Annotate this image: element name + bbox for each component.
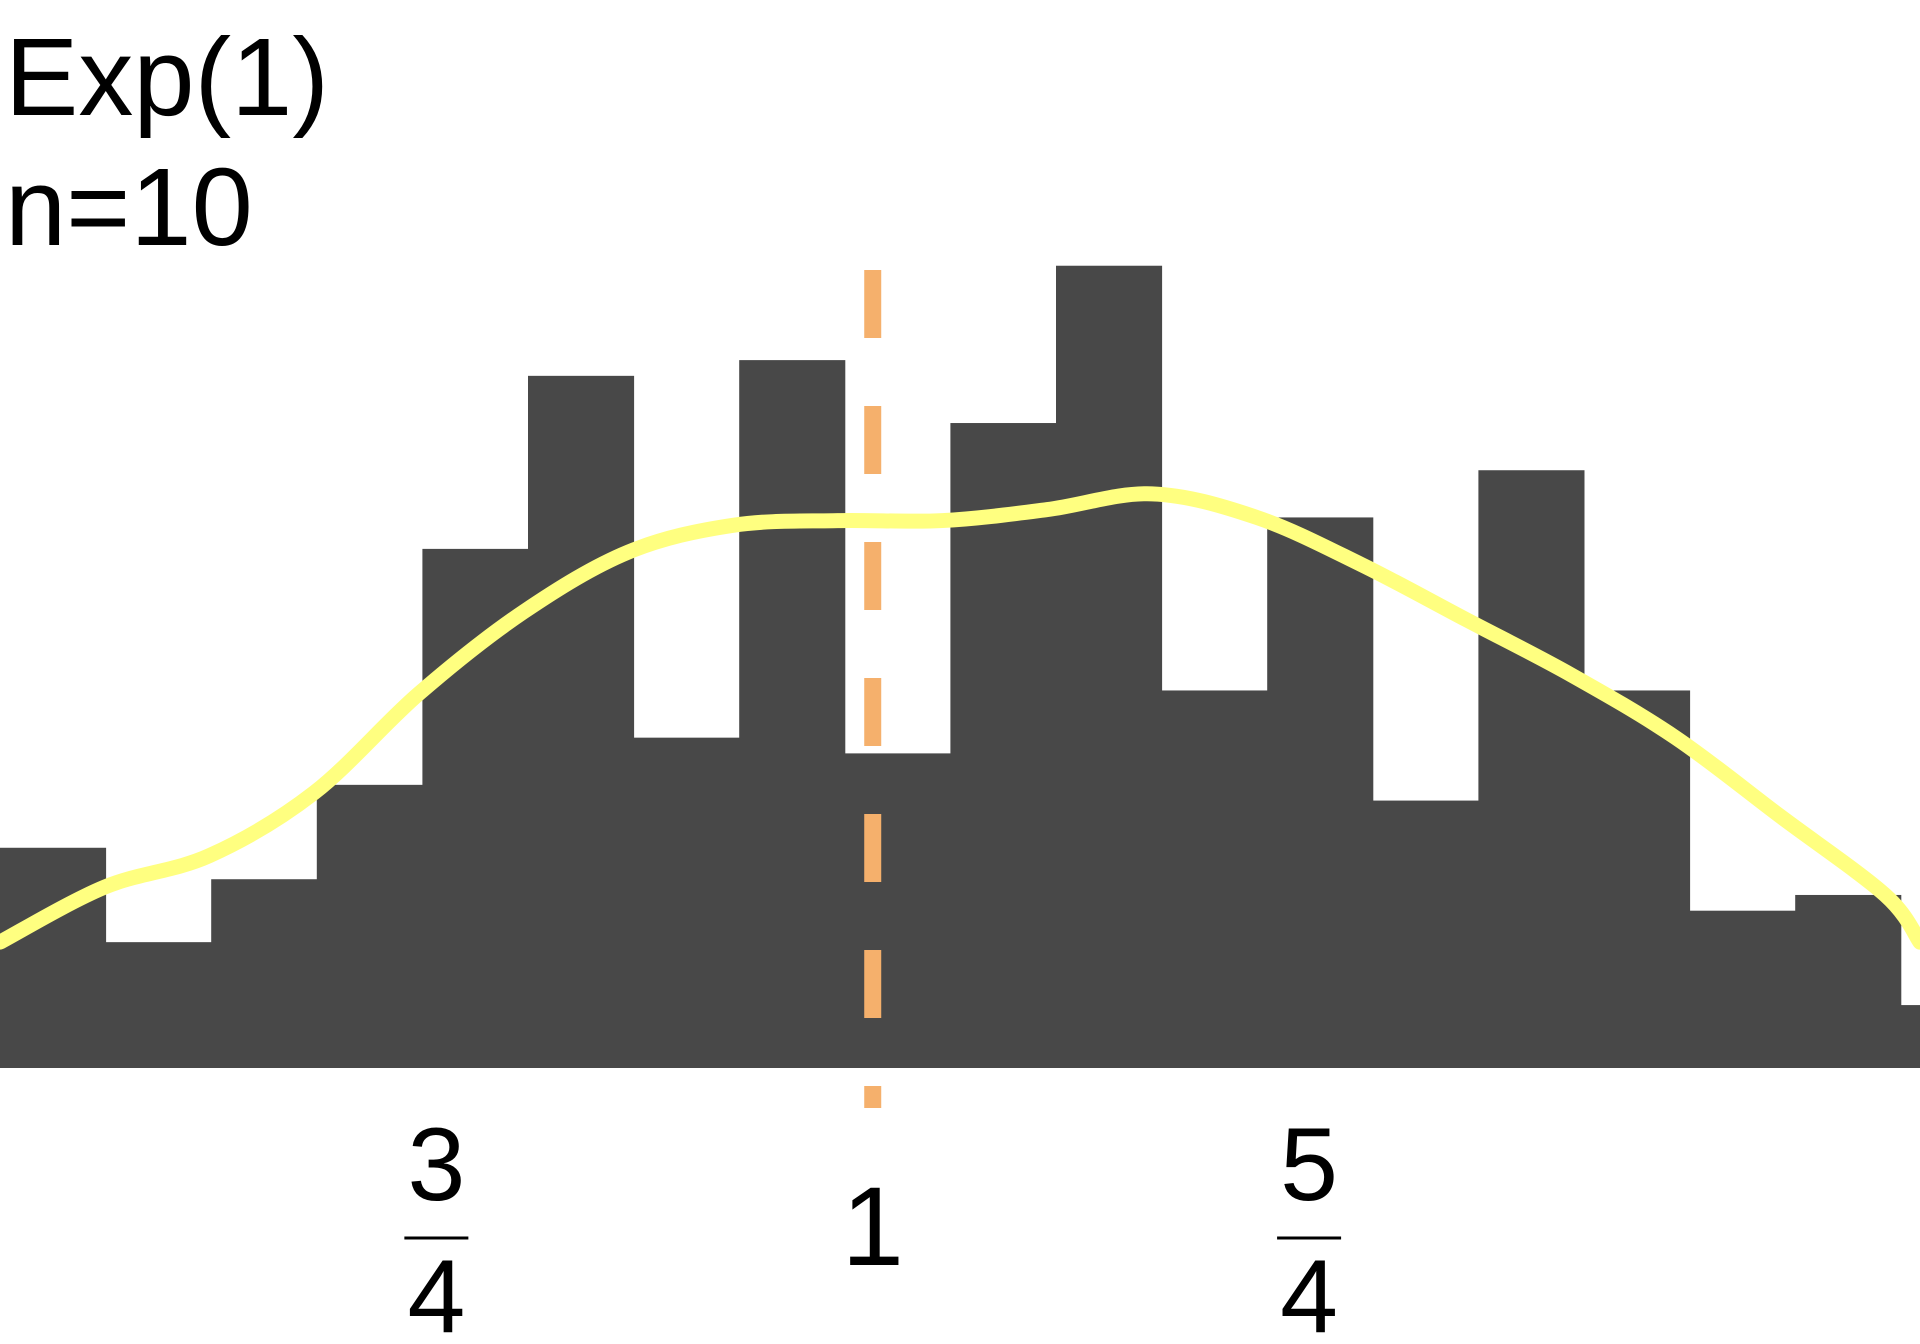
x-tick-numerator: 5 — [1280, 1107, 1338, 1223]
histogram-bar — [1056, 265, 1163, 1068]
histogram-bar — [633, 737, 740, 1068]
histogram-bar — [1584, 690, 1691, 1068]
histogram-bar — [0, 847, 107, 1068]
chart-title: Exp(1) — [5, 16, 329, 139]
histogram-bar — [528, 375, 635, 1068]
histogram-bar — [105, 942, 212, 1068]
x-tick-label: 54 — [1277, 1107, 1342, 1344]
histogram-bar — [950, 423, 1057, 1068]
histogram-bars — [0, 265, 1920, 1069]
density-curve-group — [0, 486, 1920, 950]
x-tick-numerator: 3 — [407, 1107, 465, 1223]
x-tick-label: 1 — [842, 1164, 904, 1289]
x-tick-text: 1 — [842, 1164, 904, 1289]
x-axis-ticks: 341 54 — [404, 1107, 1342, 1344]
histogram-bar — [844, 753, 951, 1068]
histogram-bar — [1161, 690, 1268, 1068]
histogram-bar — [1795, 894, 1902, 1068]
histogram-bar — [1900, 1005, 1920, 1068]
histogram-bar — [1478, 470, 1585, 1068]
x-tick-denominator: 4 — [1280, 1239, 1338, 1344]
histogram-bar — [316, 784, 423, 1068]
histogram-bar — [1372, 800, 1479, 1068]
histogram-bar — [1689, 910, 1796, 1068]
histogram-bar — [739, 360, 846, 1069]
histogram-bar — [422, 548, 529, 1068]
density-curve — [0, 486, 1920, 950]
x-tick-label: 34 — [404, 1107, 469, 1344]
histogram-bar — [1267, 517, 1374, 1068]
chart-subtitle: n=10 — [5, 146, 253, 269]
x-tick-denominator: 4 — [407, 1239, 465, 1344]
histogram-bar — [211, 879, 318, 1068]
